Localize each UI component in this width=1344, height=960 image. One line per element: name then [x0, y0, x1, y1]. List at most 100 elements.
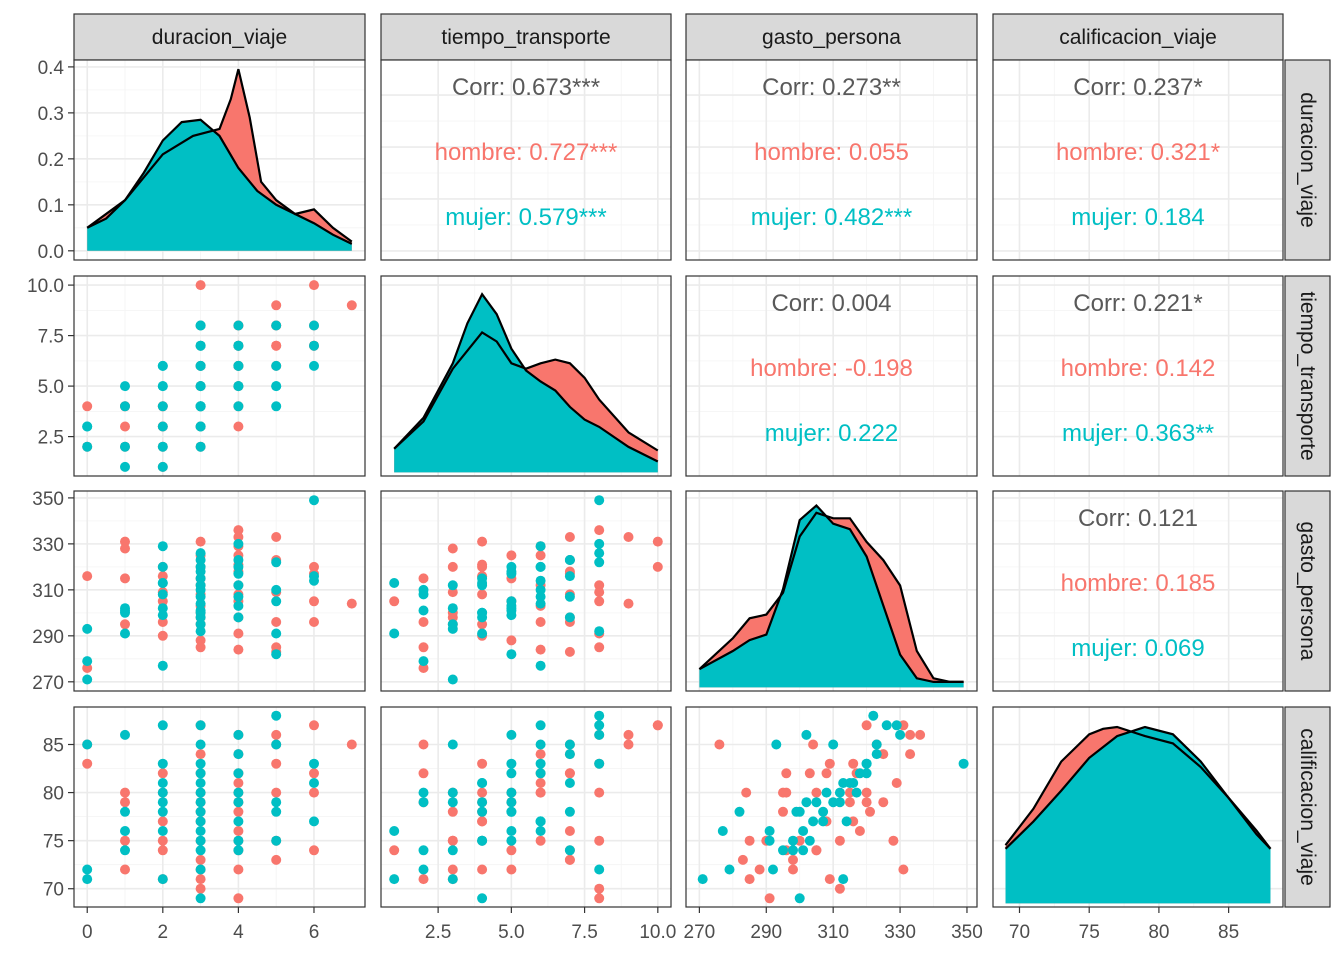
point-mujer — [233, 401, 244, 412]
panel-border — [73, 275, 366, 477]
corr-mujer: mujer: 0.579*** — [445, 204, 606, 231]
corr-overall: Corr: 0.237* — [1073, 74, 1202, 101]
strip-top-calificacion_viaje: calificacion_viaje — [992, 13, 1284, 61]
point-hombre — [854, 826, 865, 836]
point-mujer — [895, 729, 906, 740]
point-mujer — [535, 541, 546, 552]
point-mujer — [271, 381, 282, 392]
x-tick-label: 70 — [1009, 922, 1030, 943]
point-mujer — [271, 596, 282, 607]
x-tick-label: 0 — [82, 922, 93, 943]
density-area-mujer — [394, 294, 658, 473]
point-mujer — [564, 778, 575, 788]
point-mujer — [861, 758, 872, 769]
point-hombre — [82, 401, 93, 412]
point-mujer — [195, 566, 206, 577]
x-tick-label: 270 — [684, 922, 716, 943]
point-hombre — [811, 845, 822, 856]
point-mujer — [477, 806, 488, 817]
point-mujer — [506, 568, 517, 579]
point-mujer — [195, 758, 206, 769]
point-mujer — [506, 787, 517, 798]
y-tick-label: 75 — [43, 832, 64, 853]
x-tick-label: 310 — [817, 922, 849, 943]
point-mujer — [271, 584, 282, 595]
corr-hombre: hombre: -0.198 — [750, 355, 913, 382]
point-hombre — [741, 787, 752, 798]
strip-right-tiempo_transporte: tiempo_transporte — [1284, 275, 1331, 477]
point-hombre — [309, 845, 319, 856]
point-mujer — [535, 561, 546, 572]
point-mujer — [271, 739, 282, 750]
point-mujer — [195, 778, 206, 788]
panel-bg — [686, 276, 977, 476]
point-mujer — [195, 835, 206, 846]
point-mujer — [535, 720, 546, 731]
point-mujer — [157, 758, 168, 769]
point-hombre — [594, 587, 605, 598]
x-axis-gasto_persona: 270 290 310 330 350 — [684, 907, 983, 943]
point-mujer — [271, 628, 282, 639]
density-line-mujer — [86, 118, 353, 245]
point-hombre — [195, 280, 206, 291]
point-mujer — [233, 360, 244, 371]
point-hombre — [233, 778, 244, 788]
point-mujer — [195, 826, 206, 836]
point-mujer — [841, 816, 852, 827]
point-mujer — [120, 441, 130, 452]
point-mujer — [958, 758, 969, 769]
point-mujer — [447, 797, 458, 808]
point-hombre — [477, 589, 488, 600]
point-hombre — [447, 543, 458, 554]
point-hombre — [781, 787, 792, 798]
point-hombre — [447, 835, 458, 846]
point-hombre — [447, 612, 458, 623]
point-hombre — [594, 642, 605, 653]
panel-calificacion_viaje-tiempo_transporte — [380, 706, 672, 908]
point-hombre — [824, 874, 835, 885]
point-mujer — [447, 580, 458, 591]
point-hombre — [157, 835, 168, 846]
x-axis-calificacion_viaje: 70 75 80 85 — [1009, 907, 1239, 943]
point-mujer — [535, 768, 546, 779]
point-hombre — [594, 835, 605, 846]
point-mujer — [82, 421, 93, 432]
point-mujer — [233, 816, 244, 827]
x-tick-label: 80 — [1148, 922, 1169, 943]
point-mujer — [195, 893, 206, 904]
point-mujer — [120, 729, 130, 740]
panel-duracion_viaje-gasto_persona: Corr: 0.273** hombre: 0.055 mujer: 0.482**… — [685, 59, 978, 261]
point-hombre — [120, 619, 130, 630]
point-hombre — [878, 797, 889, 808]
point-hombre — [737, 854, 748, 865]
panel-border — [992, 59, 1284, 261]
panel-duracion_viaje-duracion_viaje — [73, 59, 366, 261]
point-hombre — [418, 874, 429, 885]
point-hombre — [157, 617, 168, 627]
point-mujer — [697, 874, 708, 885]
point-mujer — [798, 826, 809, 836]
point-hombre — [309, 720, 319, 731]
point-mujer — [157, 381, 168, 392]
point-mujer — [506, 649, 517, 660]
point-hombre — [271, 758, 282, 769]
panel-gasto_persona-duracion_viaje — [73, 490, 366, 692]
point-mujer — [447, 603, 458, 614]
point-hombre — [389, 845, 400, 856]
panel-bg — [993, 60, 1283, 260]
point-mujer — [535, 584, 546, 595]
strip-right-gasto_persona: gasto_persona — [1284, 490, 1331, 692]
point-hombre — [477, 619, 488, 630]
point-mujer — [120, 605, 130, 616]
point-mujer — [195, 598, 206, 609]
x-tick-label: 5.0 — [498, 922, 524, 943]
point-mujer — [848, 778, 859, 788]
point-mujer — [564, 845, 575, 856]
panel-gasto_persona-tiempo_transporte — [380, 490, 672, 692]
point-hombre — [808, 739, 819, 750]
point-mujer — [157, 610, 168, 621]
point-hombre — [418, 768, 429, 779]
y-axis-duracion_viaje: 0.0 0.1 0.2 0.3 0.4 — [38, 58, 74, 263]
panel-border — [992, 490, 1284, 692]
